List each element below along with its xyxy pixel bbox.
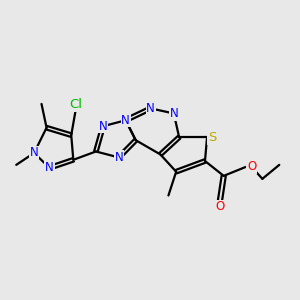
Text: N: N bbox=[121, 114, 130, 127]
Text: O: O bbox=[247, 160, 256, 173]
Text: Cl: Cl bbox=[69, 98, 82, 111]
Text: N: N bbox=[45, 161, 54, 174]
Text: N: N bbox=[30, 146, 38, 160]
Text: N: N bbox=[99, 120, 107, 133]
Text: N: N bbox=[169, 107, 178, 120]
Text: N: N bbox=[114, 151, 123, 164]
Text: O: O bbox=[215, 200, 224, 213]
Text: N: N bbox=[146, 102, 155, 115]
Text: S: S bbox=[208, 131, 217, 144]
